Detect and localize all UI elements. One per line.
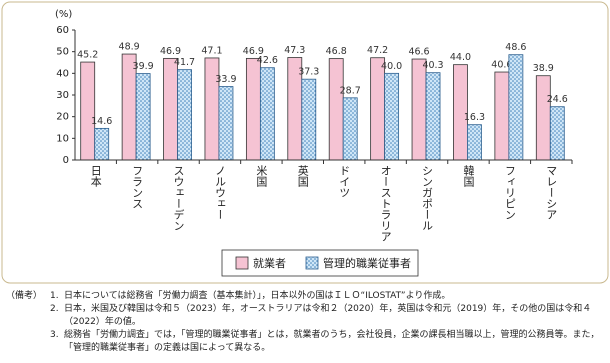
value-label: 46.9: [160, 46, 181, 57]
note-text: 日本，米国及び韓国は令和５（2023）年，オーストラリアは令和２（2020）年，…: [64, 304, 592, 327]
value-label: 24.6: [547, 94, 568, 105]
bar: [328, 58, 344, 161]
value-label: 46.6: [408, 47, 429, 58]
value-label: 40.0: [381, 61, 402, 72]
y-tick-label: 20: [56, 112, 69, 123]
notes: （備考） 1. 日本については総務省「労働力調査（基本集計）」，日本以外の国はＩＬＯ…: [6, 290, 604, 355]
value-label: 46.8: [326, 46, 347, 57]
bar: [80, 61, 96, 161]
x-tick-label: 日本: [89, 165, 102, 188]
bar: [467, 124, 482, 161]
note-label: [6, 329, 50, 355]
value-label: 16.3: [464, 112, 485, 123]
bar: [508, 54, 524, 161]
x-tick-label: 韓国: [462, 165, 475, 188]
note-row: 3. 総務省「労働力調査」では，「管理的職業従事者」とは，就業者のうち，会社役員，…: [6, 329, 604, 355]
chart: (%) 0 10 20 30 40 50 60 日本 45.2 14.6 フランス 48.9 39.9 ス…: [1, 1, 609, 284]
note-number: 2.: [50, 304, 59, 314]
value-label: 14.6: [91, 116, 112, 127]
bar: [425, 72, 441, 161]
x-tick-label: シンガポール: [421, 165, 434, 231]
note-number: 3.: [50, 330, 59, 340]
value-label: 46.9: [243, 46, 264, 57]
bar: [370, 57, 386, 161]
bar: [549, 106, 565, 161]
bar: [135, 73, 151, 161]
value-label: 48.9: [119, 42, 140, 53]
value-label: 38.9: [533, 63, 554, 74]
note-text: 日本については総務省「労働力調査（基本集計）」，日本以外の国はＩＬＯ“ILOST…: [64, 291, 451, 301]
note-text: 総務省「労働力調査」では，「管理的職業従事者」とは，就業者のうち，会社役員，企業…: [64, 330, 600, 353]
value-label: 41.7: [174, 57, 195, 68]
x-tick-label: フランス: [131, 165, 144, 209]
legend-box: [221, 249, 419, 277]
value-label: 45.2: [77, 50, 98, 61]
bar: [177, 69, 192, 161]
x-tick-label: オーストラリア: [379, 165, 392, 242]
x-tick-label: ノルウェー: [213, 165, 226, 220]
value-label: 40.6: [491, 60, 512, 71]
x-tick-label: フィリピン: [503, 165, 516, 220]
y-tick-label: 0: [63, 155, 69, 166]
y-tick-label: 30: [56, 90, 69, 101]
note-row: （備考） 1. 日本については総務省「労働力調査（基本集計）」，日本以外の国はＩＬＯ…: [6, 290, 604, 303]
bar: [342, 97, 358, 161]
note-label: [6, 303, 50, 329]
bar: [411, 58, 427, 161]
x-tick-label: スウェーデン: [172, 165, 185, 231]
frame: [1, 1, 609, 284]
x-tick-label: 英国: [296, 164, 309, 188]
y-tick-label: 60: [56, 25, 69, 36]
value-label: 47.2: [367, 45, 388, 56]
bar: [301, 78, 317, 161]
bar: [535, 75, 551, 161]
bar: [384, 72, 400, 161]
bar: [494, 71, 510, 161]
y-tick-label: 10: [56, 133, 69, 144]
note-number: 1.: [50, 291, 59, 301]
value-label: 42.6: [257, 55, 278, 66]
x-tick-label: マレーシア: [545, 165, 558, 220]
bar: [218, 86, 234, 161]
note-label: （備考）: [6, 291, 43, 301]
value-label: 47.1: [201, 45, 222, 56]
value-label: 48.6: [505, 42, 526, 53]
bar: [245, 57, 261, 161]
value-label: 40.3: [422, 60, 443, 71]
legend-swatch: [235, 256, 249, 270]
y-tick-label: 50: [56, 47, 69, 58]
x-tick-label: ドイツ: [338, 165, 351, 198]
value-label: 39.9: [133, 61, 154, 72]
legend-swatch: [305, 256, 319, 270]
y-tick-label: 40: [56, 68, 69, 79]
bar: [94, 127, 110, 161]
value-label: 44.0: [450, 52, 471, 63]
note-row: 2. 日本，米国及び韓国は令和５（2023）年，オーストラリアは令和２（2020）…: [6, 303, 604, 329]
x-tick-label: 米国: [255, 165, 268, 188]
y-axis-label: (%): [55, 9, 72, 20]
bar: [259, 67, 275, 161]
legend-label: 管理的職業従事者: [323, 256, 411, 270]
value-label: 37.3: [298, 67, 319, 78]
value-label: 33.9: [215, 74, 236, 85]
legend-label: 就業者: [253, 256, 286, 270]
value-label: 28.7: [340, 85, 361, 96]
bar: [163, 57, 178, 161]
value-label: 47.3: [284, 45, 305, 56]
